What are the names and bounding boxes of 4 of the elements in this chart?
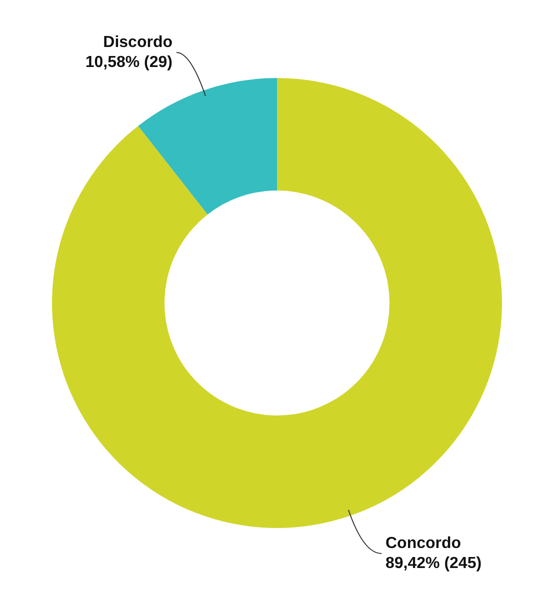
slice-label: Discordo (103, 34, 173, 51)
slice-label: Concordo (386, 534, 462, 552)
data-label: 10,58% (29) (85, 54, 172, 71)
data-label: 89,42% (245) (386, 554, 482, 572)
